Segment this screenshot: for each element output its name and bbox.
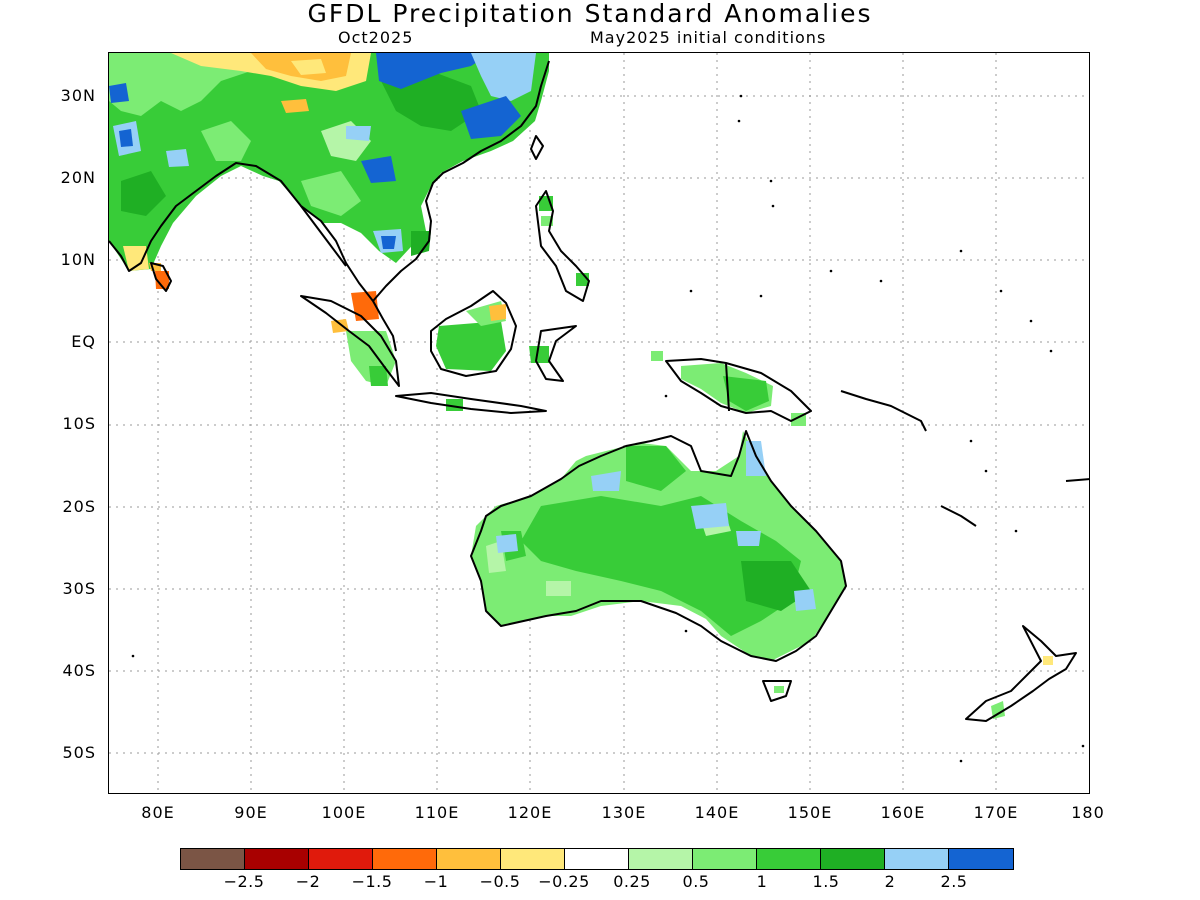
lon-label-170e: 170E <box>973 803 1019 822</box>
lat-label-50s: 50S <box>62 743 96 762</box>
lat-label-10s: 10S <box>62 414 96 433</box>
colorbar <box>180 848 1014 870</box>
colorbar-swatch <box>437 849 501 869</box>
chart-title: GFDL Precipitation Standard Anomalies <box>307 0 873 28</box>
colorbar-label: −2.5 <box>223 872 265 891</box>
colorbar-label: −0.25 <box>538 872 590 891</box>
lat-label-30n: 30N <box>60 86 96 105</box>
colorbar-label: −2 <box>295 872 321 891</box>
lon-label-150e: 150E <box>787 803 833 822</box>
colorbar-label: 0.5 <box>682 872 710 891</box>
colorbar-swatch <box>757 849 821 869</box>
lon-label-140e: 140E <box>694 803 740 822</box>
colorbar-label: 2 <box>884 872 896 891</box>
lon-label-130e: 130E <box>601 803 647 822</box>
island-dots <box>131 94 1085 763</box>
lon-label-80e: 80E <box>141 803 175 822</box>
lat-label-10n: 10N <box>60 250 96 269</box>
lon-label-110e: 110E <box>414 803 460 822</box>
lat-label-20n: 20N <box>60 168 96 187</box>
map-panel <box>108 52 1090 794</box>
colorbar-swatch <box>309 849 373 869</box>
lon-label-180: 180 <box>1071 803 1105 822</box>
australia-anomaly-fill <box>471 431 1053 719</box>
colorbar-swatch <box>693 849 757 869</box>
lat-label-20s: 20S <box>62 497 96 516</box>
colorbar-swatch <box>181 849 245 869</box>
colorbar-label: 1.5 <box>812 872 840 891</box>
map-svg <box>109 53 1089 793</box>
lat-label-eq: EQ <box>71 332 96 351</box>
colorbar-swatch <box>949 849 1013 869</box>
lat-label-30s: 30S <box>62 579 96 598</box>
lon-label-100e: 100E <box>321 803 367 822</box>
init-conditions-label: May2025 initial conditions <box>590 28 827 47</box>
colorbar-label: −1.5 <box>351 872 393 891</box>
lon-label-160e: 160E <box>880 803 926 822</box>
colorbar-label: −0.5 <box>479 872 521 891</box>
target-month-label: Oct2025 <box>338 28 414 47</box>
colorbar-label: 0.25 <box>613 872 651 891</box>
colorbar-swatch <box>373 849 437 869</box>
lon-label-120e: 120E <box>507 803 553 822</box>
lon-label-90e: 90E <box>234 803 268 822</box>
colorbar-swatch <box>821 849 885 869</box>
colorbar-swatch <box>245 849 309 869</box>
colorbar-swatch <box>501 849 565 869</box>
colorbar-label: 1 <box>756 872 768 891</box>
coastlines <box>109 60 1089 722</box>
asia-anomaly-fill <box>109 53 549 289</box>
colorbar-label: −1 <box>423 872 449 891</box>
maritime-anomaly-fill <box>331 196 806 426</box>
colorbar-swatch <box>885 849 949 869</box>
colorbar-swatch <box>565 849 629 869</box>
lat-label-40s: 40S <box>62 661 96 680</box>
colorbar-label: 2.5 <box>940 872 968 891</box>
colorbar-swatch <box>629 849 693 869</box>
